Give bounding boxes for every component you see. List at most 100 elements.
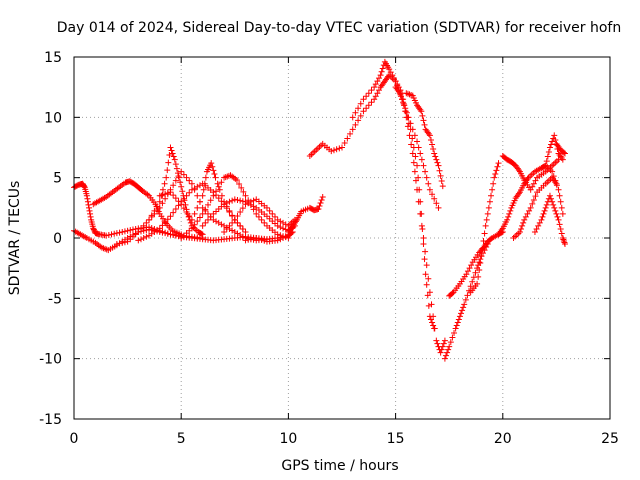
data-point bbox=[447, 339, 454, 346]
data-point bbox=[550, 201, 557, 208]
data-point bbox=[172, 195, 179, 202]
data-point bbox=[170, 192, 177, 199]
data-point bbox=[527, 186, 534, 193]
data-point bbox=[138, 225, 144, 232]
data-point bbox=[180, 171, 187, 178]
data-point bbox=[105, 231, 112, 238]
data-point bbox=[216, 186, 223, 193]
data-point bbox=[207, 213, 214, 220]
data-point bbox=[553, 210, 560, 217]
data-point bbox=[154, 207, 161, 214]
data-point bbox=[417, 150, 424, 157]
data-point bbox=[167, 144, 174, 151]
data-point bbox=[462, 296, 469, 303]
data-point bbox=[423, 262, 430, 269]
data-point bbox=[116, 240, 123, 247]
data-point bbox=[435, 204, 442, 211]
data-point bbox=[162, 230, 169, 237]
data-point bbox=[218, 179, 225, 186]
data-point bbox=[234, 212, 241, 219]
data-point bbox=[374, 90, 381, 97]
data-point bbox=[553, 180, 560, 187]
data-point bbox=[218, 192, 225, 199]
data-point bbox=[426, 132, 433, 139]
data-point bbox=[143, 233, 150, 240]
data-point bbox=[453, 322, 460, 329]
data-point bbox=[420, 117, 427, 124]
data-point bbox=[460, 304, 467, 311]
data-point bbox=[175, 173, 182, 180]
data-point bbox=[242, 192, 249, 199]
data-point bbox=[481, 230, 488, 237]
data-point bbox=[234, 230, 241, 237]
data-point bbox=[419, 225, 426, 232]
data-point bbox=[545, 149, 552, 156]
data-point bbox=[233, 177, 240, 184]
data-point bbox=[199, 222, 206, 229]
data-point bbox=[371, 96, 378, 103]
y-tick-label: -15 bbox=[39, 412, 62, 428]
data-point bbox=[379, 65, 386, 72]
data-point bbox=[483, 216, 490, 223]
data-point bbox=[218, 221, 225, 228]
series-arc-20 bbox=[495, 162, 566, 238]
y-tick-labels: -15 -10 -5 0 5 10 15 bbox=[39, 50, 62, 428]
data-point bbox=[266, 207, 273, 214]
x-tick-label: 20 bbox=[494, 431, 512, 447]
data-point bbox=[200, 186, 207, 193]
data-point bbox=[194, 192, 201, 199]
data-point bbox=[439, 343, 446, 350]
data-point bbox=[551, 204, 558, 211]
data-point bbox=[85, 201, 92, 208]
data-point bbox=[188, 225, 195, 232]
data-point bbox=[529, 183, 536, 190]
data-point bbox=[173, 165, 180, 172]
data-point bbox=[349, 126, 356, 133]
x-tick-label: 25 bbox=[601, 431, 619, 447]
data-point bbox=[318, 196, 325, 203]
data-point bbox=[466, 265, 473, 272]
data-point bbox=[234, 196, 241, 203]
data-point bbox=[464, 268, 471, 275]
data-point bbox=[530, 180, 537, 187]
data-point bbox=[422, 168, 429, 175]
data-point bbox=[552, 207, 559, 214]
data-point bbox=[425, 180, 432, 187]
data-point bbox=[417, 198, 424, 205]
data-point bbox=[231, 196, 238, 203]
series-arc-22 bbox=[510, 174, 560, 241]
data-point bbox=[172, 206, 179, 213]
data-point bbox=[209, 163, 216, 170]
data-point bbox=[357, 112, 364, 119]
data-point bbox=[180, 205, 187, 212]
data-point bbox=[456, 313, 463, 320]
data-point bbox=[245, 236, 252, 243]
data-point bbox=[410, 144, 417, 151]
data-point bbox=[127, 227, 134, 234]
data-point bbox=[187, 219, 194, 226]
data-point bbox=[168, 147, 175, 154]
data-point bbox=[404, 114, 411, 121]
data-point bbox=[491, 174, 498, 181]
data-point bbox=[557, 198, 564, 205]
data-point bbox=[172, 161, 179, 168]
data-point bbox=[505, 213, 512, 220]
y-tick-label: 15 bbox=[44, 50, 62, 66]
data-point bbox=[253, 210, 260, 217]
data-point bbox=[116, 229, 123, 236]
data-point bbox=[333, 146, 340, 153]
data-point bbox=[175, 198, 182, 205]
data-point bbox=[506, 210, 513, 217]
data-point bbox=[559, 156, 566, 163]
data-point bbox=[543, 158, 550, 165]
data-point bbox=[469, 278, 476, 285]
data-point bbox=[159, 186, 166, 193]
data-point bbox=[317, 200, 324, 207]
data-point bbox=[274, 237, 281, 244]
data-point bbox=[427, 316, 434, 323]
y-axis-title: SDTVAR / TECUs bbox=[7, 181, 23, 296]
data-point bbox=[435, 162, 442, 169]
data-point bbox=[140, 222, 147, 229]
data-point bbox=[205, 201, 211, 208]
